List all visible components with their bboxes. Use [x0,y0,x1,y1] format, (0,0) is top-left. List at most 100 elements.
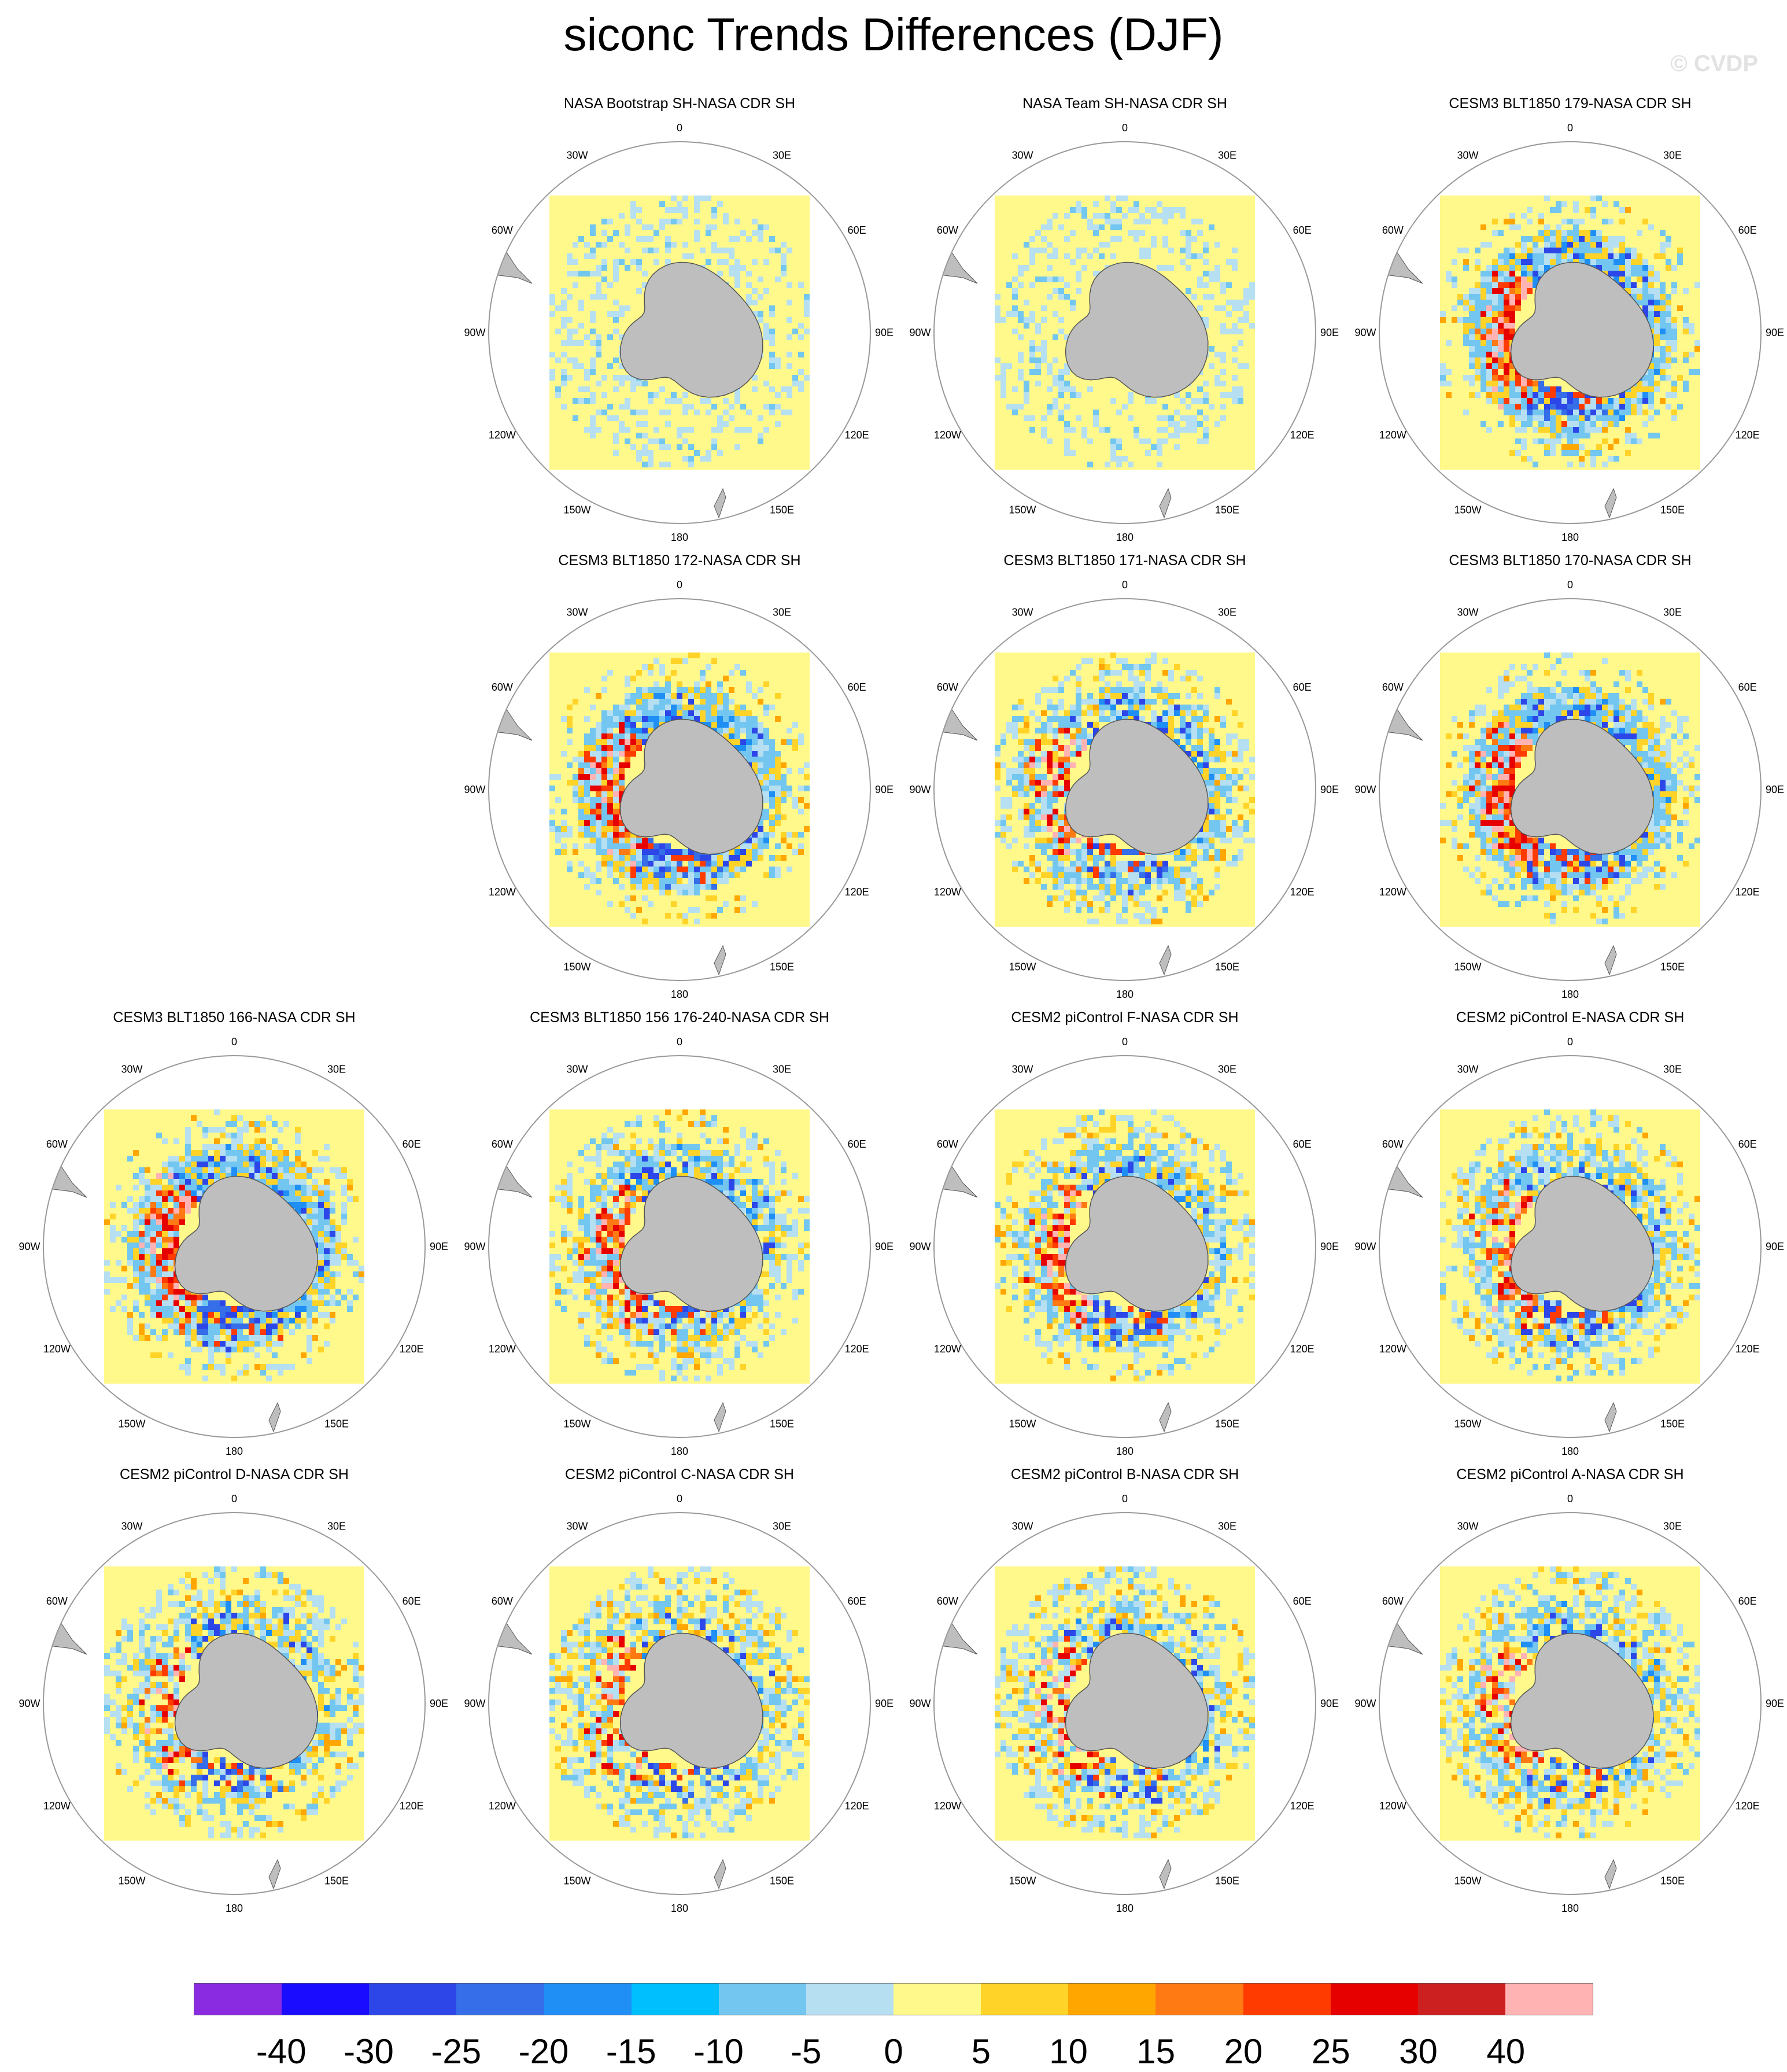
colorbar-label: 20 [1224,2032,1263,2071]
longitude-label: 90E [1766,327,1784,338]
longitude-label: 90E [430,1698,448,1709]
longitude-label: 120E [845,1343,869,1355]
longitude-label: 150W [118,1418,145,1430]
panel-title: CESM3 BLT1850 171-NASA CDR SH [902,552,1347,569]
colorbar [194,1983,1593,2015]
longitude-label: 30E [773,1520,791,1532]
longitude-label: 150E [1215,961,1239,973]
longitude-label: 90E [1766,784,1784,795]
south-america-land [489,709,532,740]
colorbar-label: 10 [1049,2032,1088,2071]
tasmania-land [818,928,831,941]
longitude-label: 150E [1215,1418,1239,1430]
longitude-label: 60E [1293,1595,1312,1607]
longitude-label: 0 [677,122,682,134]
colorbar-swatch [456,1983,544,2015]
south-america-land [489,1623,532,1654]
longitude-label: 150E [770,1875,794,1887]
new-zealand-land [1605,1860,1616,1889]
longitude-label: 60W [46,1138,68,1150]
colorbar-label: -20 [519,2032,569,2071]
longitude-label: 150E [324,1418,349,1430]
tasmania-land [1709,471,1722,484]
new-zealand-land [1160,1860,1171,1889]
tasmania-land [1264,928,1276,941]
longitude-label: 150E [770,1418,794,1430]
longitude-label: 180 [671,1446,688,1457]
new-zealand-land [1160,489,1171,518]
longitude-label: 180 [671,989,688,1000]
longitude-label: 120W [934,886,961,898]
colorbar-label: 40 [1486,2032,1525,2071]
colorbar-swatch [1243,1983,1331,2015]
south-america-land [1379,252,1423,283]
colorbar-swatch [806,1983,893,2015]
colorbar-label: 0 [884,2032,903,2071]
longitude-label: 90W [464,327,485,338]
longitude-label: 90E [430,1241,448,1252]
colorbar-swatch [981,1983,1068,2015]
longitude-label: 180 [1116,1446,1134,1457]
panel-title: CESM3 BLT1850 170-NASA CDR SH [1347,552,1787,569]
longitude-label: 120E [1290,1343,1315,1355]
longitude-label: 180 [226,1903,243,1914]
tasmania-land [818,471,831,484]
longitude-label: 90W [1354,784,1376,795]
longitude-label: 90W [1354,1241,1376,1252]
colorbar-label: -25 [431,2032,481,2071]
longitude-label: 90E [875,784,893,795]
longitude-label: 30W [121,1520,142,1532]
new-zealand-land [714,1403,726,1432]
longitude-label: 180 [1561,1446,1579,1457]
longitude-label: 120E [1736,429,1760,441]
longitude-label: 90E [1320,1241,1339,1252]
panel-title: CESM3 BLT1850 179-NASA CDR SH [1347,95,1787,112]
tasmania-land [373,1842,386,1855]
longitude-label: 30W [1457,1063,1478,1075]
longitude-label: 0 [677,1036,682,1048]
longitude-label: 60W [937,681,958,693]
longitude-label: 60W [492,1595,513,1607]
south-america-land [934,252,977,283]
longitude-label: 150W [118,1875,145,1887]
tasmania-land [1709,928,1722,941]
tasmania-land [1264,1842,1276,1855]
longitude-label: 120W [489,429,516,441]
longitude-label: 30E [1218,1063,1236,1075]
colorbar-swatch [194,1983,282,2015]
longitude-label: 120E [1290,1800,1315,1812]
longitude-label: 90W [909,1698,931,1709]
longitude-label: 120W [489,886,516,898]
south-america-land [934,1623,977,1654]
longitude-label: 150E [1215,504,1239,516]
longitude-label: 60E [1738,1595,1757,1607]
longitude-label: 150W [1454,1875,1481,1887]
longitude-label: 120W [43,1343,71,1355]
longitude-label: 30E [773,149,791,161]
longitude-label: 30W [566,1063,588,1075]
longitude-label: 120E [845,1800,869,1812]
longitude-label: 0 [1567,1036,1573,1048]
colorbar-label: 30 [1399,2032,1438,2071]
longitude-label: 60W [46,1595,68,1607]
longitude-label: 120W [934,1800,961,1812]
longitude-label: 60E [848,681,866,693]
longitude-label: 120W [934,429,961,441]
panel-title: CESM2 piControl B-NASA CDR SH [902,1466,1347,1483]
